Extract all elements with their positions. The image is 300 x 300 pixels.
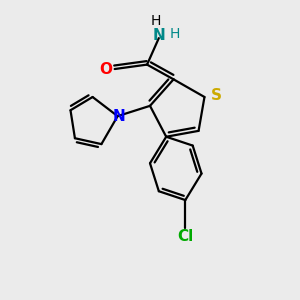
Text: S: S <box>211 88 222 103</box>
Text: N: N <box>113 109 125 124</box>
Text: O: O <box>99 61 112 76</box>
Text: H: H <box>170 27 180 41</box>
Text: N: N <box>152 28 165 43</box>
Text: H: H <box>151 14 161 28</box>
Text: Cl: Cl <box>177 229 194 244</box>
